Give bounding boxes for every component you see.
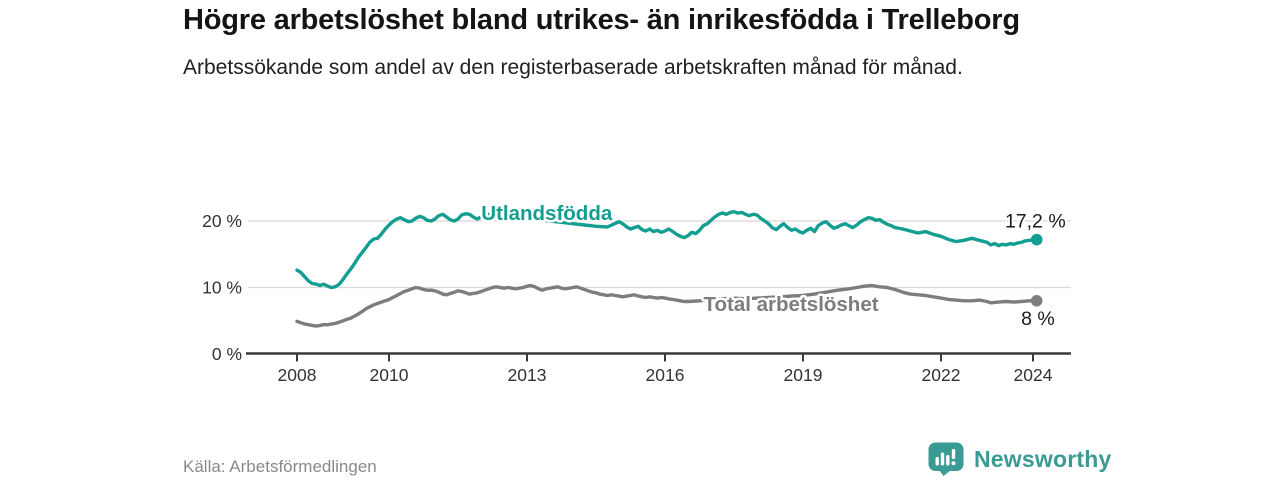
y-tick-label-20: 20 % bbox=[202, 211, 242, 231]
series-label-utlandsfodda: Utlandsfödda bbox=[481, 202, 613, 225]
x-tick-label-2008: 2008 bbox=[278, 365, 317, 385]
series-label-total: Total arbetslöshet bbox=[704, 293, 879, 316]
x-tick-label-2010: 2010 bbox=[370, 365, 409, 385]
x-tick-label-2019: 2019 bbox=[784, 365, 823, 385]
x-tick-label-2013: 2013 bbox=[508, 365, 547, 385]
end-dot-total bbox=[1030, 295, 1043, 307]
newsworthy-bar-chart-icon bbox=[928, 442, 964, 476]
x-tick-label-2024: 2024 bbox=[1014, 365, 1053, 385]
chart-subtitle: Arbetssökande som andel av den registerb… bbox=[183, 56, 963, 79]
page-title: Högre arbetslöshet bland utrikes- än inr… bbox=[183, 4, 1020, 36]
end-value-label-total: 8 % bbox=[1021, 308, 1055, 330]
chart-header: Högre arbetslöshet bland utrikes- än inr… bbox=[183, 2, 1113, 82]
end-dot-utlandsfodda bbox=[1030, 233, 1043, 246]
source-note: Källa: Arbetsförmedlingen bbox=[183, 457, 377, 476]
x-tick-label-2022: 2022 bbox=[922, 365, 961, 385]
x-tick-label-2016: 2016 bbox=[646, 365, 685, 385]
end-value-label-utlandsfodda: 17,2 % bbox=[1005, 211, 1066, 233]
y-tick-label-10: 10 % bbox=[202, 278, 242, 298]
y-tick-label-0: 0 % bbox=[212, 344, 242, 364]
series-line-total bbox=[295, 283, 1039, 328]
newsworthy-logo: Newsworthy bbox=[928, 442, 1111, 476]
series-line-utlandsfodda bbox=[295, 210, 1039, 290]
newsworthy-wordmark: Newsworthy bbox=[974, 445, 1112, 472]
